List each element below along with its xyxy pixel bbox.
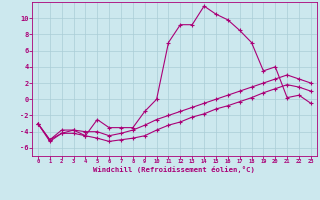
X-axis label: Windchill (Refroidissement éolien,°C): Windchill (Refroidissement éolien,°C) (93, 166, 255, 173)
